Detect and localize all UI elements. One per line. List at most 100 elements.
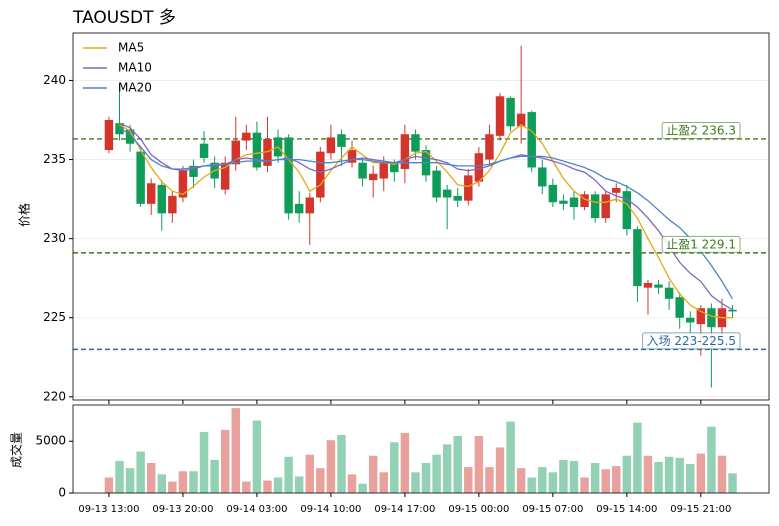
volume-bar (474, 436, 484, 493)
candle-body (104, 120, 114, 151)
candle-body (495, 96, 505, 136)
candle-body (527, 112, 536, 168)
volume-bar (506, 421, 515, 493)
candle-body (305, 197, 314, 214)
candle-body (612, 188, 621, 193)
volume-bar (242, 481, 251, 493)
y-axis-label: 价格 (17, 203, 32, 227)
x-tick-label: 09-14 17:00 (374, 504, 435, 515)
level-label-box (642, 332, 741, 350)
volume-bar (516, 468, 526, 493)
candle-body (125, 129, 135, 144)
volume-bar (421, 462, 431, 493)
x-tick-label: 09-15 14:00 (596, 504, 657, 515)
volume-bar (654, 461, 663, 493)
y-tick-label: 240 (43, 73, 66, 87)
volume-bar (263, 480, 272, 493)
candle-body (242, 132, 251, 141)
candle-body (633, 229, 642, 287)
candle-body (569, 197, 579, 208)
volume-bar (622, 455, 632, 493)
candle-body (368, 173, 378, 181)
volume-bar (220, 429, 230, 493)
volume-bar (601, 469, 610, 493)
candle-body (379, 162, 388, 179)
candle-body (390, 162, 399, 173)
volume-bar (453, 436, 462, 493)
volume-bar (189, 471, 198, 493)
volume-bar (612, 466, 621, 493)
candle-body (358, 162, 367, 179)
volume-bar (643, 455, 653, 493)
volume-bar (580, 477, 589, 493)
volume-bar (633, 422, 642, 493)
candle-body (326, 137, 336, 154)
x-tick-label: 09-15 21:00 (670, 504, 731, 515)
x-tick-label: 09-14 10:00 (300, 504, 361, 515)
volume-bar (696, 453, 706, 493)
candle-body (115, 123, 124, 135)
volume-bar (590, 462, 600, 493)
level-label: 止盈2 236.3 (666, 123, 736, 137)
volume-bar (326, 440, 336, 493)
volume-bar (305, 454, 314, 493)
x-tick-label: 09-13 13:00 (78, 504, 139, 515)
candle-body (168, 195, 177, 214)
candle-body (464, 175, 473, 201)
candle-body (643, 282, 653, 288)
volume-bar (273, 477, 283, 493)
volume-bar (316, 468, 325, 493)
candle-body (263, 138, 272, 166)
volume-bar (569, 460, 579, 493)
candle-body (252, 132, 262, 168)
candle-body (178, 170, 188, 198)
candle-body (220, 162, 230, 190)
x-tick-label: 09-15 00:00 (448, 504, 509, 515)
volume-bar (548, 472, 558, 493)
x-tick-label: 09-15 07:00 (522, 504, 583, 515)
volume-bar (379, 472, 388, 493)
volume-bar (157, 474, 167, 493)
level-label-box (661, 121, 741, 139)
volume-bar (400, 432, 410, 493)
volume-bar (136, 451, 145, 493)
candle-body (506, 97, 515, 127)
volume-bar (210, 459, 219, 493)
price-panel-frame (72, 32, 770, 401)
volume-bar (675, 457, 684, 493)
y-tick-label: 5000 (35, 434, 66, 448)
level-label: 止盈1 229.1 (666, 237, 736, 251)
volume-bar (347, 474, 357, 493)
volume-bar (125, 468, 135, 493)
volume-bar (527, 477, 536, 493)
chart-title: TAOUSDT 多 (72, 8, 176, 28)
volume-bar (104, 477, 114, 493)
volume-bar (495, 447, 505, 493)
candle-body (664, 287, 674, 299)
volume-bar (442, 444, 452, 493)
volume-bar (686, 464, 695, 493)
candle-body (474, 153, 484, 182)
candle-body (400, 134, 410, 170)
candle-body (696, 308, 706, 325)
candle-body (654, 284, 663, 288)
volume-bar (432, 454, 441, 493)
volume-bar (168, 481, 177, 493)
volume-bar (717, 455, 727, 493)
candle-body (516, 113, 526, 127)
candle-body (728, 309, 737, 312)
volume-bar (146, 462, 156, 493)
y-tick-label: 0 (58, 486, 66, 500)
candle-body (675, 297, 684, 318)
ma-line (119, 127, 734, 300)
volume-bar (368, 455, 378, 493)
legend-label: MA5 (118, 41, 144, 55)
level-label: 入场 223-225.5 (647, 334, 736, 348)
volume-bar (559, 459, 568, 493)
candle-body (707, 308, 716, 328)
volume-bar (485, 467, 494, 493)
y-tick-label: 230 (43, 231, 66, 245)
y-tick-label: 220 (43, 389, 66, 403)
volume-bar (538, 467, 547, 493)
volume-bar (231, 408, 240, 493)
